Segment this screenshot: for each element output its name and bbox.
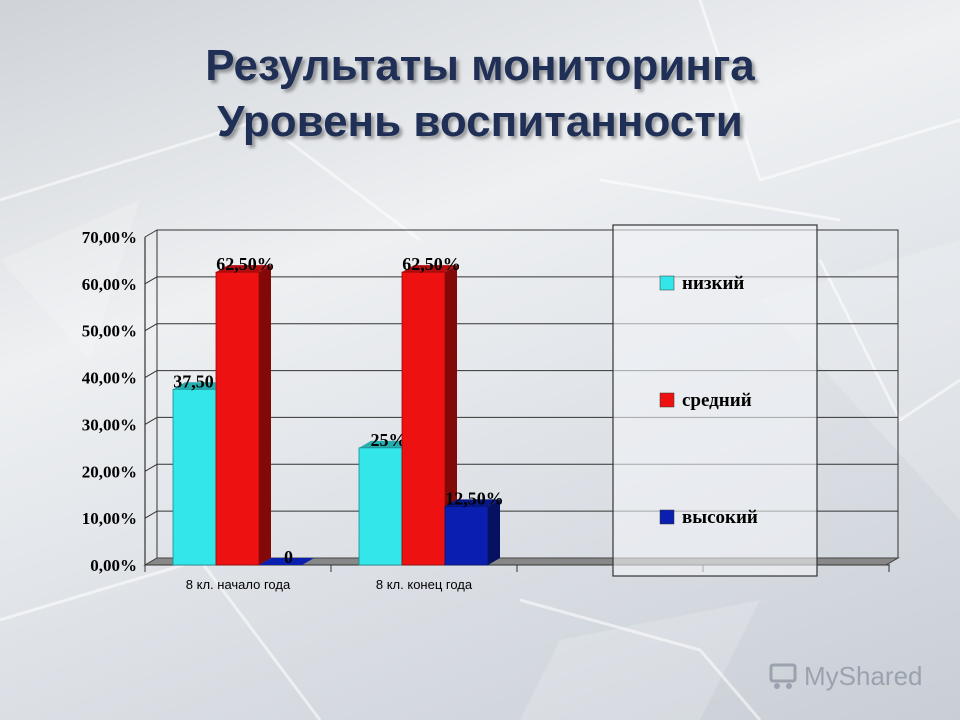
data-label: 62,50% — [216, 254, 275, 274]
legend-label: средний — [682, 390, 752, 411]
bar-side — [445, 265, 457, 565]
legend-label: низкий — [682, 273, 744, 294]
grid-diagonal — [144, 323, 158, 332]
slide-title: Результаты мониторинга Уровень воспитанн… — [0, 38, 960, 150]
y-tick-label: 60,00% — [82, 275, 137, 294]
legend-swatch-низкий — [659, 275, 675, 291]
y-tick-label: 10,00% — [82, 509, 137, 528]
grid-diagonal — [144, 276, 158, 285]
title-line-1: Результаты мониторинга — [205, 41, 755, 90]
y-tick-label: 40,00% — [82, 369, 137, 388]
grid-diagonal — [144, 416, 158, 425]
bar-top — [402, 265, 457, 273]
cart-icon — [769, 663, 797, 689]
bar-высокий — [259, 558, 314, 565]
legend-box — [612, 224, 818, 577]
y-tick-label: 20,00% — [82, 462, 137, 481]
data-label: 25% — [371, 430, 407, 450]
data-label: 62,50% — [402, 254, 461, 274]
bar-top — [216, 265, 271, 273]
y-tick-label: 50,00% — [82, 322, 137, 341]
bar-средний — [401, 271, 446, 566]
data-label: 0 — [284, 547, 293, 567]
y-tick-label: 70,00% — [82, 228, 137, 247]
bar-низкий — [358, 447, 403, 566]
bar-top — [173, 382, 228, 390]
y-tick-label: 30,00% — [82, 415, 137, 434]
legend-swatch-высокий — [659, 509, 675, 525]
bar-низкий — [172, 388, 217, 566]
bar-высокий — [444, 506, 489, 566]
grid-diagonal — [144, 510, 158, 519]
grid-diagonal — [144, 370, 158, 379]
x-category-label: 8 кл. начало года — [186, 577, 291, 592]
data-label: 12,50% — [445, 488, 504, 508]
y-tick-label: 0,00% — [90, 556, 137, 575]
bar-средний — [215, 271, 260, 566]
bar-side — [488, 499, 500, 565]
grid-diagonal — [144, 463, 158, 472]
watermark: MyShared — [768, 656, 923, 696]
watermark-text: MyShared — [804, 660, 923, 691]
bar-top — [445, 499, 500, 507]
bar-side — [259, 265, 271, 565]
legend-swatch-средний — [659, 392, 675, 408]
bar-top — [359, 440, 414, 448]
grid-diagonal — [144, 229, 158, 238]
title-line-2: Уровень воспитанности — [217, 97, 743, 146]
x-category-label: 8 кл. конец года — [376, 577, 473, 592]
legend-label: высокий — [682, 507, 758, 528]
